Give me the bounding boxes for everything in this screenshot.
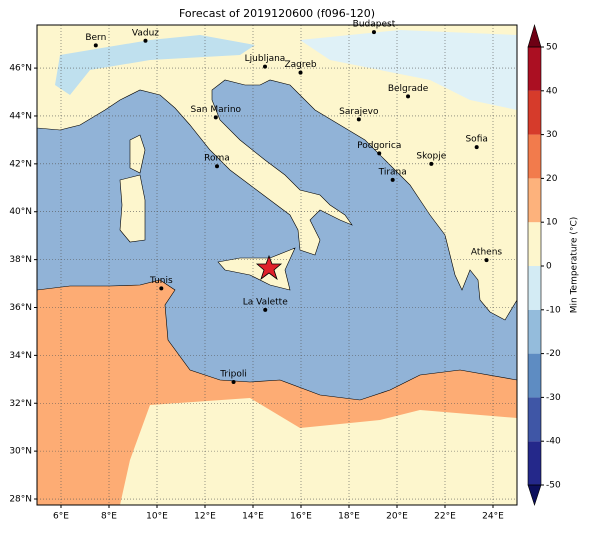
sicily bbox=[217, 247, 296, 291]
city-dot bbox=[377, 151, 382, 156]
city-label: Belgrade bbox=[388, 84, 429, 94]
colorbar-extend-low bbox=[527, 484, 542, 506]
city-dot bbox=[143, 38, 148, 43]
star-marker bbox=[255, 254, 283, 281]
colorbar-tick-label: -20 bbox=[546, 349, 561, 359]
city-dot bbox=[263, 64, 267, 69]
city-label: Tunis bbox=[149, 276, 173, 286]
city-label: Roma bbox=[204, 154, 230, 164]
y-tick-label: 30°N bbox=[9, 447, 32, 457]
colorbar-tick-label: 20 bbox=[546, 174, 558, 184]
city-dot bbox=[474, 145, 479, 150]
x-tick-label: 14°E bbox=[242, 512, 264, 522]
city-label: Zagreb bbox=[284, 60, 316, 70]
y-tick-label: 34°N bbox=[9, 351, 32, 361]
colorbar-tick-label: 10 bbox=[546, 218, 558, 228]
city-dot bbox=[356, 117, 361, 122]
colorbar-tick-label: 40 bbox=[546, 86, 558, 96]
x-tick-label: 18°E bbox=[338, 512, 360, 522]
city-dot bbox=[213, 115, 218, 120]
east-cold bbox=[300, 30, 517, 110]
city-dot bbox=[93, 43, 98, 48]
colorbar-segment bbox=[528, 90, 541, 135]
colorbar-segment bbox=[528, 47, 541, 91]
corsica bbox=[129, 134, 146, 174]
x-tick-label: 6°E bbox=[53, 512, 69, 522]
y-tick-label: 32°N bbox=[9, 399, 32, 409]
colorbar-tick-label: -30 bbox=[546, 393, 561, 403]
y-tick-label: 36°N bbox=[9, 303, 32, 313]
y-tick-label: 46°N bbox=[9, 64, 32, 74]
city-dot bbox=[159, 286, 164, 291]
europe-land bbox=[37, 25, 517, 321]
city-label: Athens bbox=[471, 248, 502, 258]
city-label: Skopje bbox=[416, 151, 446, 161]
colorbar-extend-high bbox=[527, 23, 542, 48]
map-frame bbox=[36, 24, 518, 506]
y-tick-label: 38°N bbox=[9, 255, 32, 265]
city-label: Podgorica bbox=[357, 141, 401, 151]
colorbar-tick-label: -10 bbox=[546, 305, 561, 315]
map-title: Forecast of 2019120600 (f096-120) bbox=[179, 7, 375, 20]
city-label: La Valette bbox=[243, 297, 288, 307]
colorbar-tick-label: 0 bbox=[546, 262, 552, 272]
city-label: San Marino bbox=[191, 105, 242, 115]
colorbar-segment bbox=[528, 309, 541, 354]
colorbar-segment bbox=[528, 397, 541, 442]
city-label: Sofia bbox=[465, 135, 487, 145]
city-label: Ljubljana bbox=[245, 54, 286, 64]
colorbar-label: Min Temperature (°C) bbox=[570, 217, 580, 314]
city-label: Tirana bbox=[378, 167, 407, 177]
city-label: Sarajevo bbox=[339, 107, 379, 117]
city-dot bbox=[263, 307, 268, 312]
colorbar-segment bbox=[528, 353, 541, 398]
x-tick-label: 22°E bbox=[434, 512, 456, 522]
city-label: Bern bbox=[85, 33, 106, 43]
colorbar-tick-label: -40 bbox=[546, 437, 561, 447]
city-label: Budapest bbox=[353, 20, 396, 30]
colorbar-tick-label: 50 bbox=[546, 43, 558, 53]
city-dot bbox=[215, 164, 219, 169]
map-area bbox=[37, 25, 517, 505]
colorbar-tick-label: -50 bbox=[546, 481, 561, 491]
y-tick-label: 44°N bbox=[9, 111, 32, 121]
inland-cool bbox=[120, 398, 517, 505]
city-dot bbox=[298, 70, 303, 75]
x-tick-label: 10°E bbox=[146, 512, 168, 522]
x-tick-label: 20°E bbox=[386, 512, 408, 522]
city-label: Vaduz bbox=[132, 28, 159, 38]
colorbar-segment bbox=[528, 134, 541, 179]
colorbar-tick-label: 30 bbox=[546, 130, 558, 140]
x-tick-label: 24°E bbox=[482, 512, 504, 522]
city-dot bbox=[371, 30, 376, 35]
x-tick-label: 16°E bbox=[290, 512, 312, 522]
grid bbox=[37, 25, 517, 505]
city-dot bbox=[484, 258, 489, 263]
city-label: Tripoli bbox=[219, 369, 247, 379]
y-tick-label: 40°N bbox=[9, 207, 32, 217]
city-dot bbox=[390, 177, 395, 182]
city-dot bbox=[231, 379, 236, 384]
colorbar-segment bbox=[528, 178, 541, 223]
city-dot bbox=[406, 94, 411, 99]
city-dot bbox=[429, 161, 434, 166]
x-tick-label: 8°E bbox=[101, 512, 117, 522]
colorbar-segment bbox=[528, 266, 541, 310]
y-tick-label: 28°N bbox=[9, 495, 32, 505]
sardinia bbox=[119, 174, 146, 243]
colorbar-segment bbox=[528, 441, 541, 485]
y-tick-label: 42°N bbox=[9, 159, 32, 169]
colorbar-segment bbox=[528, 222, 541, 266]
x-tick-label: 12°E bbox=[194, 512, 216, 522]
